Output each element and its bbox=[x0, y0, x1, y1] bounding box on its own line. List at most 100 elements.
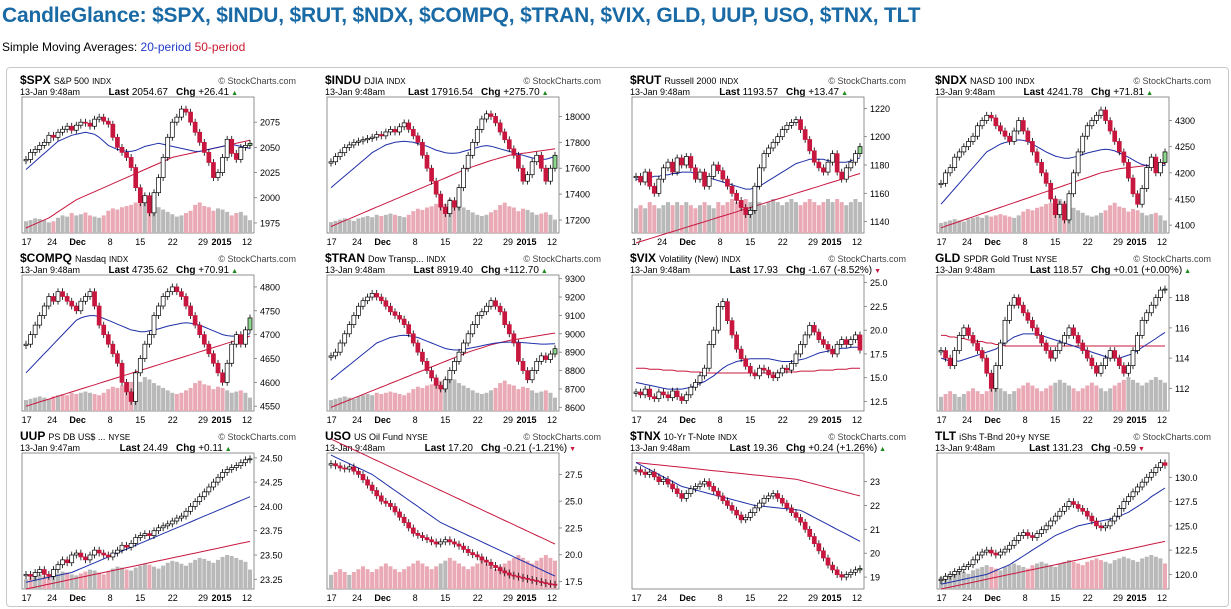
candle-body bbox=[41, 141, 47, 146]
candle-body bbox=[92, 118, 97, 127]
candle-body bbox=[1130, 177, 1136, 195]
chart-change: Chg +26.41 ▲ bbox=[176, 87, 238, 98]
y-tick-label: 20.0 bbox=[870, 326, 888, 336]
x-tick-label: 15 bbox=[1050, 237, 1060, 247]
volume-bar bbox=[69, 392, 74, 411]
chart-header: GLD SPDR Gold Trust NYSE bbox=[935, 251, 1057, 265]
y-tick-label: 9300 bbox=[565, 274, 585, 284]
chart-tnx[interactable]: $TNX 10-Yr T-Note INDX © StockCharts.com 13-… bbox=[628, 429, 908, 609]
volume-bar bbox=[338, 569, 343, 589]
chart-change: Chg -1.67 (-8.52%) ▼ bbox=[786, 265, 881, 276]
sma-20-line bbox=[330, 454, 556, 577]
candle-body bbox=[87, 122, 93, 127]
candle-body bbox=[830, 348, 835, 355]
candle-body bbox=[747, 365, 753, 374]
chg-label: Chg bbox=[176, 443, 198, 454]
volume-bar bbox=[161, 387, 166, 411]
candle-body bbox=[638, 175, 643, 183]
x-tick-label: 29 bbox=[198, 415, 208, 425]
volume-bar bbox=[129, 204, 134, 233]
chart-gld[interactable]: GLD SPDR Gold Trust NYSE © StockCharts.com 1… bbox=[933, 251, 1213, 431]
candle-body bbox=[442, 379, 448, 390]
chart-tlt[interactable]: TLT iShs T-Bnd 20+y NYSE © StockCharts.com 1… bbox=[933, 429, 1213, 609]
chart-compq[interactable]: $COMPQ Nasdaq INDX © StockCharts.com 13-Jan … bbox=[18, 251, 298, 431]
chart-svg: GLD SPDR Gold Trust NYSE © StockCharts.com 1… bbox=[935, 251, 1211, 425]
y-tick-label: 2075 bbox=[260, 118, 280, 128]
candle-body bbox=[410, 333, 416, 344]
volume-bar bbox=[74, 215, 79, 233]
candle-body bbox=[32, 324, 38, 335]
candle-body bbox=[752, 507, 758, 513]
chart-rut[interactable]: $RUT Russell 2000 INDX © StockCharts.com 13-… bbox=[628, 73, 908, 253]
volume-bar bbox=[1035, 563, 1039, 589]
candle-body bbox=[798, 517, 803, 523]
volume-bar bbox=[110, 568, 115, 589]
volume-bar bbox=[361, 395, 365, 411]
chart-date: 13-Jan 9:48am bbox=[325, 265, 385, 275]
volume-bar bbox=[534, 392, 539, 411]
candle-body bbox=[169, 286, 175, 293]
candle-body bbox=[452, 200, 457, 208]
y-tick-label: 4600 bbox=[260, 378, 280, 388]
candle-body bbox=[548, 167, 553, 182]
candle-body bbox=[1116, 141, 1122, 153]
volume-bar bbox=[1003, 215, 1007, 233]
volume-bar bbox=[1131, 379, 1135, 411]
volume-bar bbox=[33, 218, 38, 233]
volume-bar bbox=[229, 392, 234, 411]
volume-bar bbox=[730, 199, 734, 233]
candle-body bbox=[661, 167, 666, 180]
candle-body bbox=[979, 350, 985, 359]
chg-label: Chg bbox=[786, 443, 808, 454]
volume-bar bbox=[1044, 563, 1049, 589]
chart-tran[interactable]: $TRAN Dow Transp... INDX © StockCharts.com 1… bbox=[323, 251, 603, 431]
candle-body bbox=[28, 334, 33, 345]
chart-uup[interactable]: UUP PS DB US$ ... NYSE © StockCharts.com 13-… bbox=[18, 429, 298, 609]
candle-body bbox=[493, 565, 498, 568]
volume-bar bbox=[1099, 212, 1103, 233]
volume-bar bbox=[493, 569, 498, 589]
candle-body bbox=[183, 108, 189, 113]
chart-spx[interactable]: $SPX S&P 500 INDX © StockCharts.com 13-Jan 9… bbox=[18, 73, 298, 253]
volume-bar bbox=[147, 201, 152, 233]
y-tick-label: 22.5 bbox=[870, 302, 888, 312]
chart-vix[interactable]: $VIX Volatility (New) INDX © StockCharts.co… bbox=[628, 251, 908, 431]
volume-bar bbox=[1062, 561, 1067, 589]
volume-bar bbox=[37, 396, 42, 411]
candle-body bbox=[647, 388, 653, 398]
candle-body bbox=[179, 515, 184, 519]
chart-uso[interactable]: USO US Oil Fund NYSE © StockCharts.com 13-Ja… bbox=[323, 429, 603, 609]
chart-ndx[interactable]: $NDX NASD 100 INDX © StockCharts.com 13-Jan … bbox=[933, 73, 1213, 253]
x-tick-label: 17 bbox=[937, 415, 947, 425]
candle-body bbox=[1052, 350, 1058, 359]
volume-bar bbox=[415, 560, 420, 589]
volume-bar bbox=[702, 202, 707, 233]
candle-body bbox=[51, 296, 56, 302]
candle-body bbox=[743, 358, 749, 367]
volume-bar bbox=[347, 397, 352, 411]
candle-body bbox=[201, 491, 207, 498]
volume-bar bbox=[243, 215, 248, 233]
candle-body bbox=[356, 305, 361, 316]
candle-body bbox=[1043, 525, 1049, 531]
candle-body bbox=[802, 521, 808, 530]
candle-body bbox=[548, 353, 553, 360]
candle-body bbox=[848, 161, 854, 169]
chart-header: USO US Oil Fund NYSE bbox=[325, 429, 428, 443]
volume-bar bbox=[438, 563, 443, 589]
volume-bar bbox=[989, 388, 994, 411]
candle-body bbox=[415, 532, 421, 536]
candle-body bbox=[807, 139, 813, 152]
change-up-icon: ▲ bbox=[231, 268, 238, 275]
candle-body bbox=[83, 121, 88, 124]
x-tick-label: 15 bbox=[1050, 593, 1060, 603]
candle-body bbox=[456, 543, 462, 547]
y-tick-label: 1220 bbox=[870, 104, 890, 114]
candle-body bbox=[984, 549, 990, 553]
chart-indu[interactable]: $INDU DJIA INDX © StockCharts.com 13-Jan 9:4… bbox=[323, 73, 603, 253]
volume-bar bbox=[147, 379, 152, 411]
candle-body bbox=[770, 141, 776, 149]
volume-bar bbox=[434, 203, 439, 233]
volume-bar bbox=[329, 400, 333, 411]
candle-body bbox=[1153, 156, 1159, 174]
